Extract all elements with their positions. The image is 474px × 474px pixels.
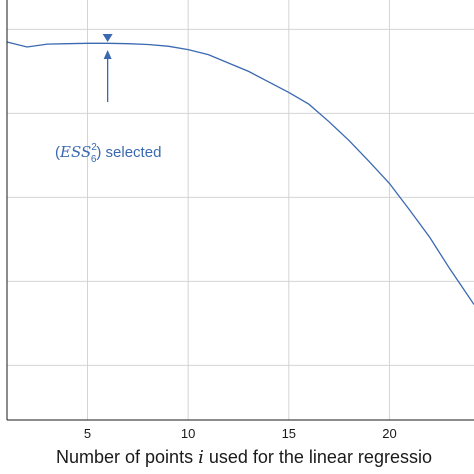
selection-annotation: (ESS2 6) selected (55, 142, 161, 165)
x-tick-label: 5 (84, 426, 91, 441)
x-tick-labels: 5 10 15 20 (84, 426, 397, 441)
x-tick-label: 15 (282, 426, 296, 441)
selection-marker (102, 34, 113, 102)
x-tick-label: 20 (382, 426, 396, 441)
series-lines (6, 41, 474, 305)
grid (7, 0, 474, 420)
x-tick-label: 10 (181, 426, 195, 441)
selection-triangle-marker (102, 34, 113, 42)
x-axis-label: Number of points i used for the linear r… (56, 447, 432, 468)
plot-area (7, 0, 474, 420)
series-line (6, 41, 474, 305)
annotation-arrowhead (103, 50, 112, 59)
